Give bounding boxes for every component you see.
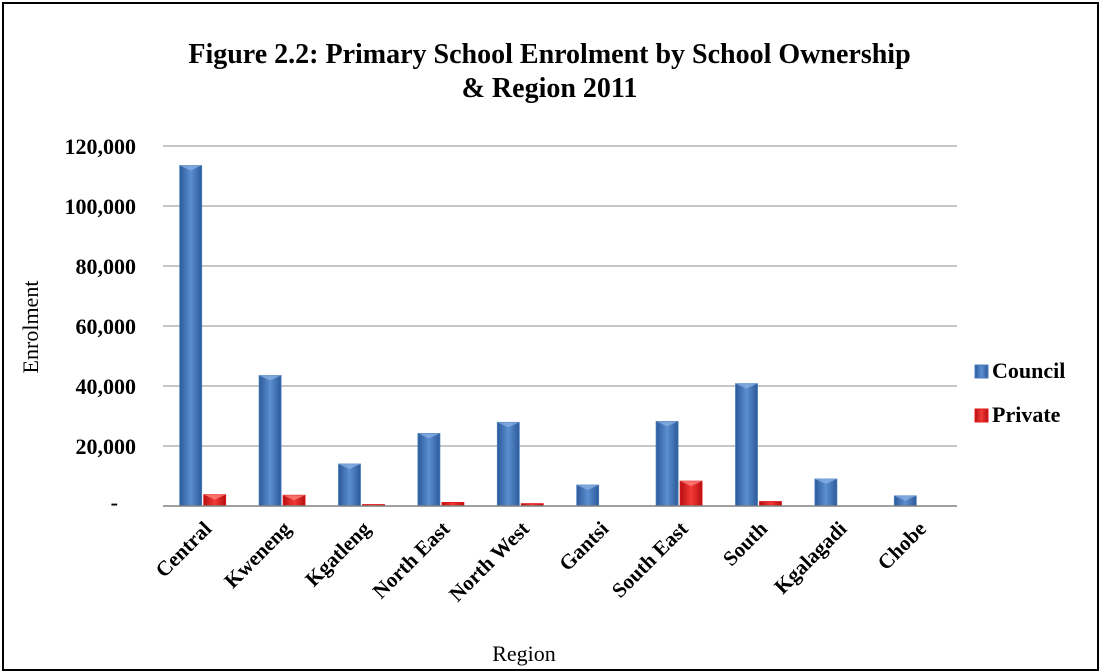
x-tick-label: South East [607, 517, 693, 603]
bar-top-highlight [656, 421, 679, 427]
x-tick-label: Kgatleng [300, 516, 375, 591]
bar-top-highlight [735, 383, 758, 389]
bar-top-highlight [576, 485, 599, 490]
bar-council-south [735, 383, 758, 507]
legend-label-council: Council [992, 358, 1065, 383]
y-tick-label: 40,000 [76, 374, 137, 399]
bar-council-kweneng [258, 375, 282, 507]
bar-council-central [179, 165, 203, 507]
bar-top-highlight [259, 375, 282, 381]
y-tick-label: 60,000 [76, 314, 137, 339]
bar-top-highlight [338, 464, 361, 469]
x-tick-label: Gantsi [554, 516, 613, 575]
bar-council-north-east [417, 432, 441, 507]
y-tick-label: 120,000 [65, 134, 137, 159]
y-tick-label: 20,000 [76, 434, 137, 459]
bar-council-north-west [496, 421, 520, 507]
x-tick-label: North West [444, 517, 534, 607]
bar-top-highlight [680, 481, 703, 487]
legend-swatch-private [974, 408, 989, 423]
x-tick-label: Chobe [873, 517, 931, 575]
legend: Council Private [974, 358, 1065, 427]
legend-swatch-council [974, 364, 989, 379]
chart-title-line-1: Figure 2.2: Primary School Enrolment by … [188, 39, 911, 70]
bar-top-highlight [894, 495, 917, 501]
y-axis-ticks: - 20,000 40,000 60,000 80,000 100,000 120,000 [65, 134, 137, 515]
x-tick-label: North East [368, 517, 455, 604]
x-tick-label: Kweneng [219, 516, 296, 593]
bar-top-highlight [283, 495, 306, 501]
x-tick-label: Kgalagadi [769, 516, 851, 598]
y-axis-title: Enrolment [18, 281, 43, 374]
bar-council-south-east [655, 420, 679, 507]
y-tick-label: - [111, 490, 118, 515]
chart-title-line-2: & Region 2011 [461, 73, 638, 104]
bar-top-highlight [417, 433, 440, 439]
y-tick-label: 100,000 [65, 194, 137, 219]
x-tick-label: South [718, 516, 772, 570]
bar-top-highlight [814, 479, 837, 484]
x-axis-title: Region [492, 641, 556, 666]
bar-top-highlight [497, 422, 520, 428]
legend-label-private: Private [992, 402, 1061, 427]
x-tick-label: Central [151, 516, 217, 582]
bar-council-kgatleng [338, 463, 361, 507]
bar-top-highlight [179, 165, 202, 171]
y-tick-label: 80,000 [76, 254, 137, 279]
bars [179, 165, 917, 507]
bar-top-highlight [203, 494, 226, 500]
gridlines [163, 145, 957, 447]
chart-title: Figure 2.2: Primary School Enrolment by … [0, 38, 1099, 106]
